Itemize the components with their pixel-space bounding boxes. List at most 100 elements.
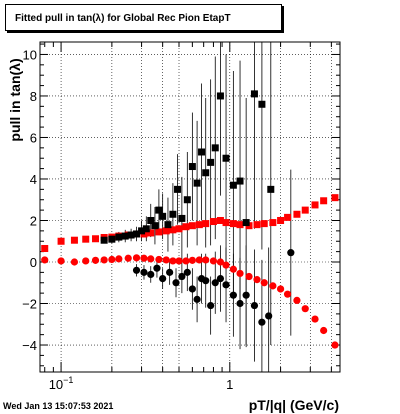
data-point-circle [188,256,196,264]
data-point-circle [229,265,237,273]
data-point-circle [236,269,244,278]
data-point-square [151,222,159,230]
data-point-square [162,227,170,235]
data-point-square [267,185,275,193]
data-point-circle [115,255,123,263]
plot-frame [39,41,341,373]
data-point-circle [166,268,174,276]
data-point-circle [331,341,339,349]
data-point-circle [140,254,148,262]
data-point-square [193,179,201,187]
data-point-circle [172,279,180,287]
data-point-square [211,144,219,152]
y-tick-label: −2 [22,297,37,312]
data-point-square [236,221,244,229]
data-point-square [331,194,339,202]
data-point-square [207,158,215,166]
data-point-circle [183,268,191,276]
data-point-square [209,218,217,226]
data-point-square [229,220,237,228]
chart-title: Fitted pull in tan(λ) for Global Rec Pio… [5,4,282,31]
data-point-square [229,181,237,189]
data-point-circle [258,318,266,326]
data-point-square [216,92,224,100]
data-point-square [183,196,191,204]
data-point-square [236,177,244,185]
data-point-circle [287,249,295,257]
data-point-square [293,210,301,218]
data-point-square [127,231,135,239]
data-point-square [222,219,230,227]
data-point-circle [41,256,49,264]
data-point-square [250,90,258,98]
data-point-circle [222,281,230,289]
data-marks [41,90,339,349]
data-point-square [82,235,90,243]
data-point-circle [222,261,230,269]
data-point-square [311,201,319,209]
data-point-circle [82,257,90,265]
data-point-square [169,226,177,234]
data-point-circle [193,295,201,303]
data-point-circle [175,257,183,265]
data-point-square [92,235,100,243]
data-point-square [216,216,224,224]
data-point-square [269,219,277,227]
y-tick-label: 10 [23,47,37,62]
data-point-circle [57,257,65,265]
data-point-circle [242,291,250,299]
data-point-circle [195,256,203,264]
data-point-circle [155,255,163,264]
data-point-circle [140,268,148,276]
data-point-square [188,163,196,171]
data-point-circle [108,255,116,264]
data-point-square [133,230,141,238]
data-point-circle [159,275,167,283]
data-point-square [147,229,155,237]
data-point-square [301,206,309,214]
data-point-square [41,245,49,253]
y-axis-label: pull in tan(λ) [7,58,23,141]
data-point-circle [269,282,277,290]
data-point-square [178,214,186,222]
data-point-circle [132,254,141,262]
timestamp: Wed Jan 13 15:07:53 2021 [3,401,114,411]
data-point-square [57,237,65,245]
x-tick-label: 10−1 [49,375,74,392]
data-point-circle [132,266,141,274]
data-point-circle [311,315,319,323]
data-point-circle [162,256,170,264]
data-point-circle [253,276,261,284]
data-point-circle [216,258,225,266]
data-point-circle [169,257,177,265]
data-point-square [142,225,150,233]
data-point-square [159,212,167,220]
data-point-circle [91,256,100,264]
data-point-square [121,232,129,240]
grid [40,42,340,372]
data-point-square [320,197,328,205]
data-point-square [258,100,266,108]
data-point-square [138,227,146,235]
data-point-circle [202,277,210,285]
data-point-circle [207,301,215,310]
data-point-square [169,210,177,218]
data-point-square [188,222,196,230]
y-tick-label: 2 [30,213,37,228]
data-point-square [195,221,203,229]
data-point-square [202,169,210,177]
data-point-circle [236,299,244,308]
data-point-circle [301,305,309,313]
data-point-circle [124,254,132,262]
data-point-circle [178,272,186,281]
data-point-square [70,236,78,244]
data-point-circle [188,285,196,293]
data-point-square [164,221,172,229]
data-point-square [155,228,163,236]
data-point-square [260,220,268,228]
y-tick-label: 6 [30,130,37,145]
data-point-square [284,213,292,221]
data-point-circle [320,326,328,335]
y-tick-label: −4 [22,338,37,353]
